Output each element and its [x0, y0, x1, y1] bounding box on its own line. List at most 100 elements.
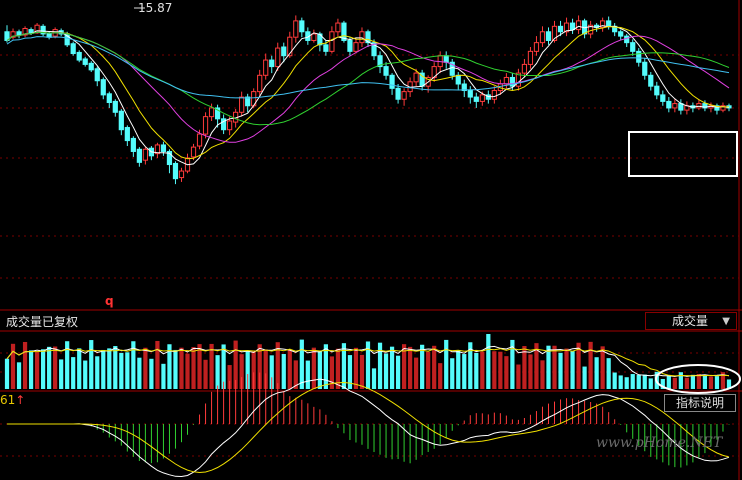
volume-bar [395, 355, 401, 389]
candle-body [287, 36, 293, 57]
indicator-select[interactable]: 成交量 ▼ [645, 312, 737, 330]
volume-bar [504, 356, 509, 389]
volume-bar [696, 374, 702, 389]
candle-body [359, 31, 365, 44]
candle-body [106, 93, 112, 104]
candle-body [100, 79, 106, 96]
candle-body [467, 90, 473, 98]
volume-average-lines [6, 345, 730, 378]
candle-body [702, 103, 708, 109]
candle-body [509, 76, 516, 87]
macd-line [7, 381, 730, 474]
candle-body [160, 144, 167, 152]
volume-bar [227, 365, 232, 389]
volume-bar [161, 363, 166, 389]
volume-bar [275, 342, 280, 389]
volume-bar [552, 345, 557, 389]
volume-bar [95, 356, 100, 389]
candle-body [551, 25, 558, 41]
candle-body [395, 87, 401, 100]
volume-bar [678, 372, 683, 389]
candle-body [172, 162, 179, 180]
candle-body [533, 42, 540, 52]
candle-body [413, 72, 419, 83]
volume-bar [648, 378, 653, 389]
volume-bar [588, 341, 593, 389]
candle-body [293, 20, 299, 38]
volume-bar [558, 352, 563, 389]
candle-body [329, 31, 335, 52]
volume-bar [401, 344, 407, 389]
volume-bar [335, 348, 341, 389]
volume-ma-line [6, 345, 730, 378]
volume-panel-title: 成交量已复权 [6, 315, 79, 329]
volume-bar [71, 357, 76, 389]
candle-body [666, 100, 672, 109]
candle-body [311, 33, 317, 41]
volume-bar [492, 351, 497, 389]
volume-bar [498, 351, 503, 389]
volume-bar [672, 377, 677, 389]
volume-bar [47, 346, 52, 389]
indicator-value: 61↑ [0, 393, 25, 407]
volume-bar [101, 349, 106, 389]
volume-bar [173, 349, 178, 389]
candle-body [178, 170, 185, 179]
watermark: www.pHome.NET [596, 435, 723, 451]
volume-bar [107, 348, 112, 389]
volume-bar [28, 350, 34, 389]
volume-bar [41, 349, 46, 389]
candle-body [154, 144, 161, 155]
volume-bar [576, 342, 581, 389]
volume-bar [353, 347, 359, 389]
candle-body [377, 55, 383, 68]
candle-body [660, 94, 666, 102]
candle-body [606, 20, 612, 27]
candle-body [545, 31, 552, 41]
indicator-value-number: 61 [0, 393, 16, 407]
volume-bar [600, 346, 605, 389]
candle-body [479, 94, 485, 102]
candlestick-series [4, 15, 732, 185]
candle-body [46, 33, 52, 38]
candle-body [515, 72, 522, 87]
volume-bar [179, 347, 184, 389]
volume-bar [612, 372, 617, 389]
candle-body [88, 62, 94, 71]
volume-bar [636, 374, 641, 389]
event-marker[interactable]: q [105, 294, 114, 308]
volume-bar [630, 374, 635, 389]
candle-body [76, 51, 82, 61]
volume-bar [281, 354, 286, 389]
volume-bar [299, 339, 304, 389]
volume-bar [323, 344, 328, 389]
volume-bar [65, 341, 70, 389]
candle-body [16, 31, 22, 36]
volume-bar [233, 340, 238, 389]
ma-line-ma20 [6, 31, 730, 143]
volume-bar [365, 341, 371, 389]
volume-bar [251, 351, 256, 389]
volume-bar [293, 360, 298, 389]
candle-body [40, 25, 46, 35]
volume-bar [155, 340, 160, 389]
volume-bars [4, 334, 732, 389]
candle-body [491, 90, 497, 100]
volume-bar [702, 374, 708, 389]
volume-bar [125, 352, 130, 389]
volume-bar [438, 363, 443, 389]
volume-bar [468, 342, 473, 389]
volume-bar [510, 339, 515, 389]
candle-body [323, 44, 329, 52]
indicator-help-button[interactable]: 指标说明 [664, 394, 736, 412]
main-grid [0, 54, 739, 457]
volume-bar [582, 366, 587, 389]
candle-body [654, 85, 660, 96]
volume-bar [540, 360, 545, 389]
macd-lines [7, 378, 730, 478]
candle-body [34, 24, 40, 34]
volume-bar [426, 351, 431, 389]
candle-body [353, 42, 359, 52]
volume-bar [305, 360, 310, 389]
